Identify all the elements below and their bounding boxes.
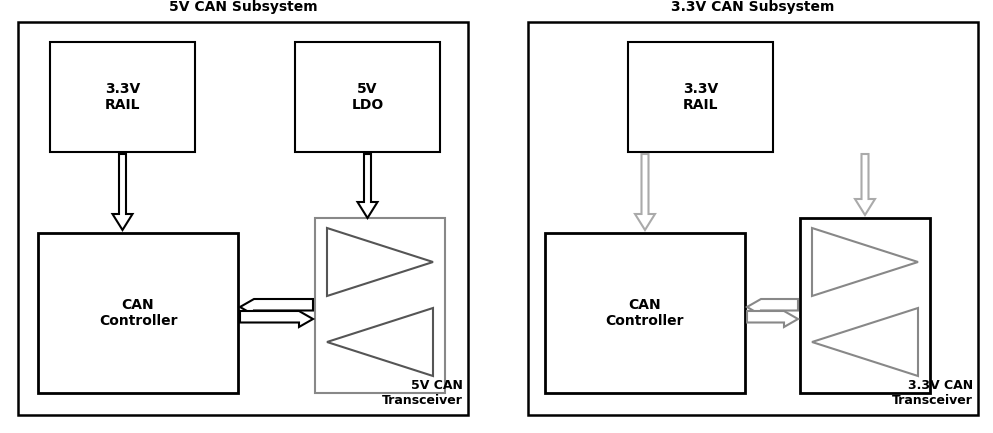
Bar [50, 42, 195, 152]
Polygon shape [357, 154, 377, 218]
Polygon shape [635, 154, 655, 230]
Polygon shape [112, 154, 132, 230]
Polygon shape [812, 228, 918, 296]
Bar [18, 22, 468, 415]
Text: 3.3V CAN
Transceiver: 3.3V CAN Transceiver [892, 379, 973, 407]
Polygon shape [812, 308, 918, 376]
Text: 5V CAN
Transceiver: 5V CAN Transceiver [382, 379, 463, 407]
Polygon shape [747, 311, 798, 327]
Text: 3.3V CAN Subsystem: 3.3V CAN Subsystem [671, 0, 835, 14]
Polygon shape [855, 154, 875, 215]
Bar [528, 22, 978, 415]
Text: CAN
Controller: CAN Controller [98, 298, 177, 328]
Polygon shape [327, 228, 433, 296]
Text: CAN
Controller: CAN Controller [606, 298, 684, 328]
Text: 3.3V
RAIL: 3.3V RAIL [683, 82, 718, 112]
Polygon shape [240, 311, 313, 327]
Bar [295, 42, 440, 152]
Polygon shape [327, 308, 433, 376]
Text: 5V
LDO: 5V LDO [352, 82, 383, 112]
Text: 5V CAN Subsystem: 5V CAN Subsystem [169, 0, 318, 14]
Bar [315, 218, 445, 393]
Bar [545, 233, 745, 393]
Text: 3.3V
RAIL: 3.3V RAIL [104, 82, 140, 112]
Bar [38, 233, 238, 393]
Bar [800, 218, 930, 393]
Polygon shape [240, 299, 313, 315]
Polygon shape [747, 299, 798, 315]
Bar [628, 42, 773, 152]
